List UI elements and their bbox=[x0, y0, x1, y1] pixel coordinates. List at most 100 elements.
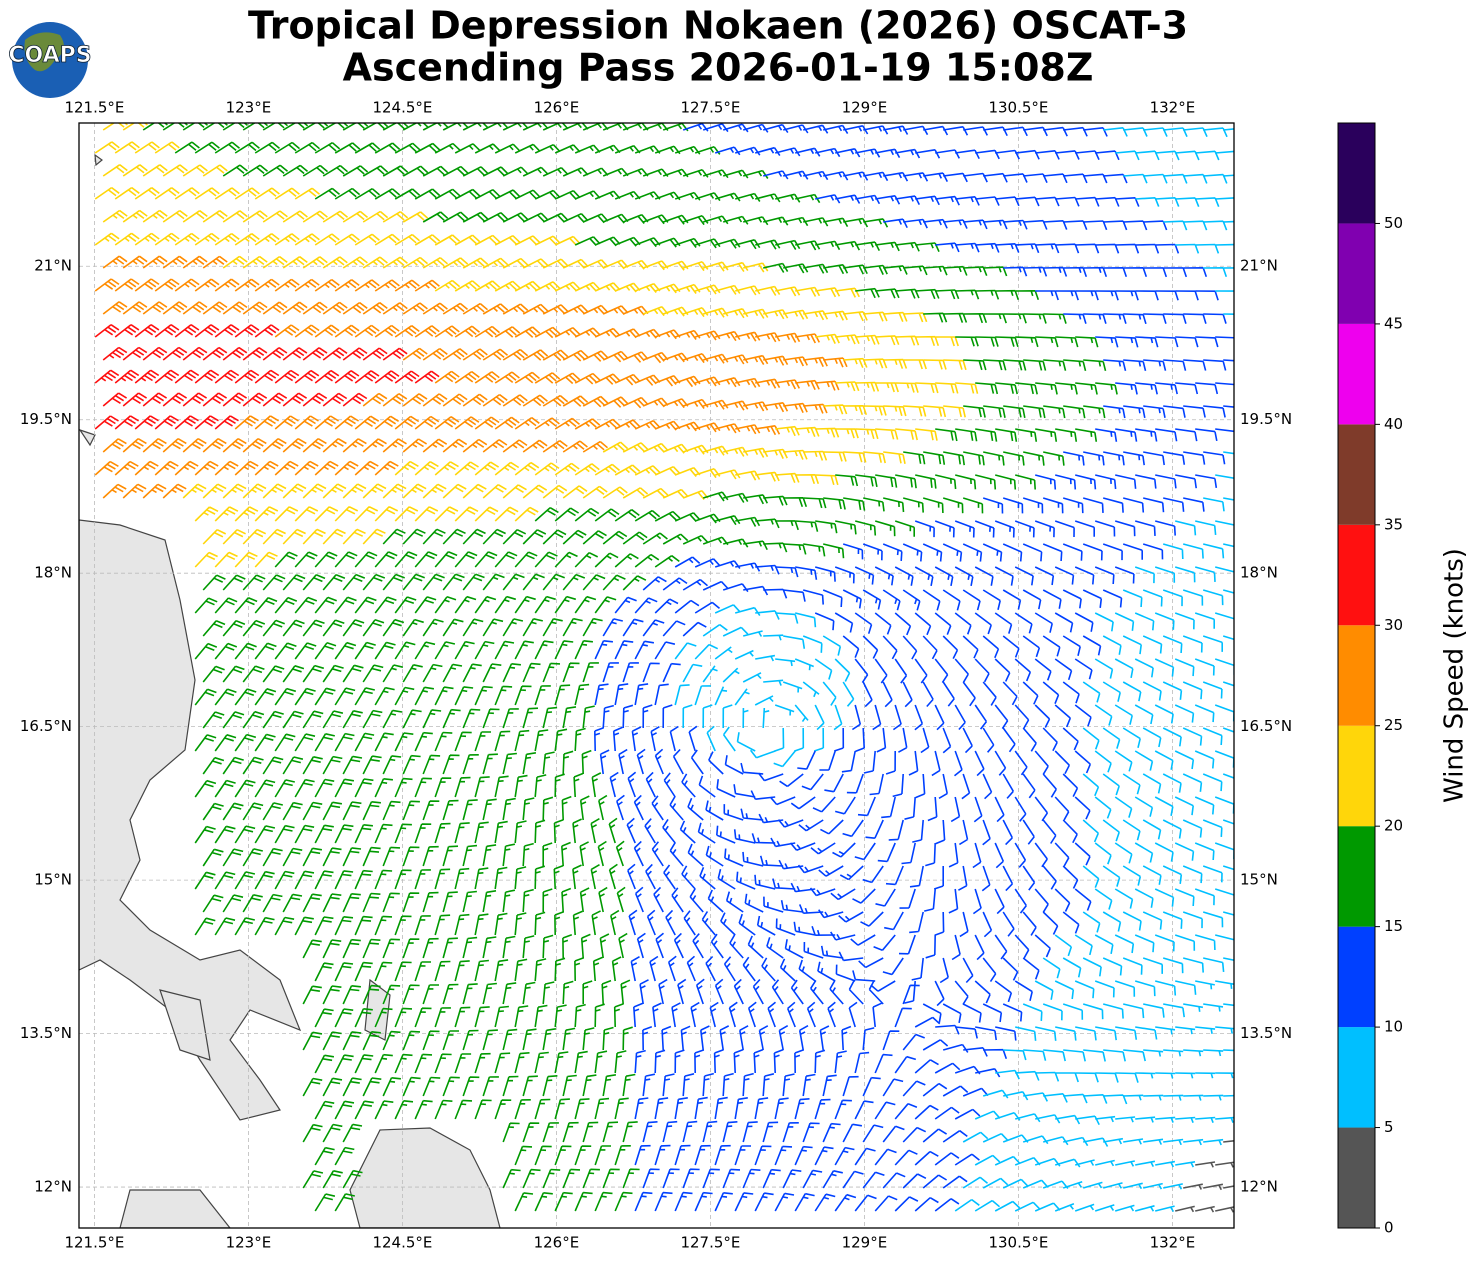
wind-barb bbox=[1155, 382, 1178, 395]
wind-barb bbox=[834, 1193, 857, 1212]
wind-barb bbox=[414, 1099, 433, 1120]
wind-barb bbox=[414, 777, 432, 798]
wind-barb bbox=[814, 566, 836, 582]
wind-barb bbox=[1114, 612, 1135, 631]
wind-barb bbox=[1082, 497, 1104, 513]
wind-barb bbox=[322, 301, 348, 315]
wind-barb bbox=[782, 1073, 795, 1097]
wind-barb bbox=[534, 551, 558, 568]
wind-barb bbox=[554, 640, 574, 660]
wind-barb bbox=[774, 1097, 789, 1120]
wind-barb bbox=[728, 1001, 738, 1028]
wind-barb bbox=[1215, 1072, 1234, 1079]
wind-barb bbox=[815, 333, 840, 344]
wind-barb bbox=[614, 1191, 633, 1212]
wind-barb bbox=[680, 1025, 691, 1051]
wind-barb bbox=[698, 775, 716, 798]
wind-barb bbox=[755, 425, 781, 436]
wind-barb bbox=[1195, 243, 1220, 254]
wind-barb bbox=[474, 325, 501, 338]
wind-barb bbox=[590, 818, 600, 844]
wind-barb bbox=[609, 771, 619, 798]
wind-barb bbox=[846, 773, 864, 794]
wind-barb bbox=[1183, 1183, 1203, 1190]
wind-barb bbox=[442, 799, 459, 821]
wind-barb bbox=[579, 795, 590, 821]
wind-barb bbox=[822, 1170, 843, 1189]
wind-barb bbox=[214, 825, 236, 844]
wind-barb bbox=[1194, 842, 1215, 861]
wind-barb bbox=[1062, 819, 1078, 844]
wind-barb bbox=[663, 772, 676, 798]
wind-barb bbox=[1215, 980, 1234, 989]
wind-barb bbox=[1194, 934, 1216, 951]
wind-barb bbox=[773, 750, 796, 768]
wind-barb bbox=[771, 979, 784, 1005]
wind-barb bbox=[743, 585, 769, 596]
wind-barb bbox=[402, 483, 427, 499]
wind-barb bbox=[613, 1003, 624, 1028]
wind-barb bbox=[602, 350, 629, 363]
wind-barb bbox=[1182, 773, 1203, 792]
wind-barb bbox=[142, 438, 167, 453]
wind-barb bbox=[702, 353, 729, 364]
wind-barb bbox=[1083, 359, 1107, 371]
wind-barb bbox=[1075, 1072, 1099, 1083]
wind-barb bbox=[994, 796, 1005, 823]
wind-barb bbox=[482, 844, 497, 867]
wind-barb bbox=[214, 415, 239, 430]
wind-barb bbox=[553, 864, 564, 890]
wind-barb bbox=[502, 166, 529, 177]
wind-barb bbox=[1123, 497, 1145, 513]
wind-barb bbox=[534, 911, 546, 936]
wind-barb bbox=[702, 1120, 718, 1143]
wind-barb bbox=[474, 416, 500, 430]
wind-barb bbox=[162, 392, 188, 407]
wind-barb bbox=[342, 801, 362, 821]
wind-barb bbox=[875, 474, 898, 488]
wind-barb bbox=[694, 643, 719, 660]
wind-barb bbox=[1082, 773, 1100, 797]
colorbar-tick-label: 5 bbox=[1384, 1118, 1394, 1136]
wind-barb bbox=[1195, 290, 1219, 301]
wind-barb bbox=[753, 1048, 764, 1074]
wind-barb bbox=[1214, 796, 1234, 814]
wind-barb bbox=[414, 961, 431, 982]
wind-barb bbox=[1135, 336, 1159, 348]
wind-barb bbox=[582, 1027, 595, 1051]
wind-barb bbox=[662, 1168, 680, 1189]
wind-barb bbox=[920, 727, 930, 754]
wind-barb bbox=[694, 685, 711, 706]
wind-barb bbox=[1222, 865, 1234, 871]
wind-barb bbox=[802, 589, 824, 605]
wind-barb bbox=[234, 779, 256, 798]
wind-barb bbox=[502, 1075, 519, 1097]
wind-barb bbox=[1054, 612, 1074, 633]
wind-barb bbox=[789, 842, 816, 851]
wind-barb bbox=[1114, 520, 1136, 537]
wind-barb bbox=[162, 346, 188, 361]
wind-barb bbox=[705, 955, 716, 982]
wind-barb bbox=[782, 1169, 802, 1189]
wind-barb bbox=[302, 1031, 323, 1051]
wind-barb bbox=[942, 1085, 969, 1097]
wind-barb bbox=[322, 1170, 343, 1189]
wind-barb bbox=[434, 960, 451, 982]
wind-barb bbox=[122, 301, 148, 315]
wind-barb bbox=[274, 460, 299, 476]
wind-barb bbox=[434, 868, 451, 890]
wind-barb bbox=[1135, 382, 1158, 395]
wind-barb bbox=[1054, 750, 1071, 775]
wind-barb bbox=[1035, 336, 1059, 348]
wind-barb bbox=[835, 334, 860, 345]
wind-barb bbox=[642, 442, 669, 453]
wind-barb bbox=[214, 324, 240, 338]
wind-barb bbox=[394, 915, 412, 936]
wind-barb bbox=[1194, 566, 1216, 582]
wind-barb bbox=[925, 934, 936, 959]
wind-barb bbox=[522, 981, 536, 1005]
wind-barb bbox=[610, 909, 620, 936]
wind-barb bbox=[502, 1028, 518, 1051]
wind-barb bbox=[462, 302, 489, 315]
wind-barb bbox=[294, 733, 316, 752]
